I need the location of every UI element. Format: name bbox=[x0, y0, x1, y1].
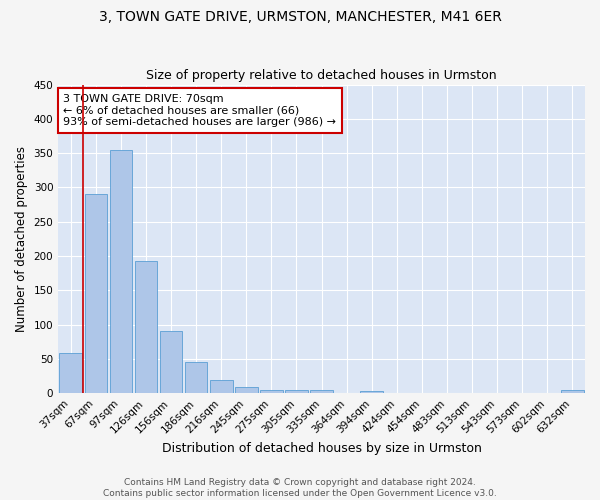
Bar bbox=[260, 390, 283, 394]
Bar bbox=[285, 390, 308, 394]
Title: Size of property relative to detached houses in Urmston: Size of property relative to detached ho… bbox=[146, 69, 497, 82]
Text: Contains HM Land Registry data © Crown copyright and database right 2024.
Contai: Contains HM Land Registry data © Crown c… bbox=[103, 478, 497, 498]
Bar bbox=[59, 353, 82, 394]
Bar bbox=[210, 380, 233, 394]
Text: 3, TOWN GATE DRIVE, URMSTON, MANCHESTER, M41 6ER: 3, TOWN GATE DRIVE, URMSTON, MANCHESTER,… bbox=[98, 10, 502, 24]
Bar bbox=[110, 150, 132, 394]
Text: 3 TOWN GATE DRIVE: 70sqm
← 6% of detached houses are smaller (66)
93% of semi-de: 3 TOWN GATE DRIVE: 70sqm ← 6% of detache… bbox=[64, 94, 337, 127]
X-axis label: Distribution of detached houses by size in Urmston: Distribution of detached houses by size … bbox=[161, 442, 482, 455]
Bar bbox=[160, 331, 182, 394]
Bar bbox=[310, 390, 333, 394]
Bar bbox=[134, 261, 157, 394]
Bar bbox=[235, 387, 257, 394]
Bar bbox=[185, 362, 208, 394]
Bar bbox=[561, 390, 584, 394]
Bar bbox=[85, 194, 107, 394]
Y-axis label: Number of detached properties: Number of detached properties bbox=[15, 146, 28, 332]
Bar bbox=[361, 390, 383, 394]
